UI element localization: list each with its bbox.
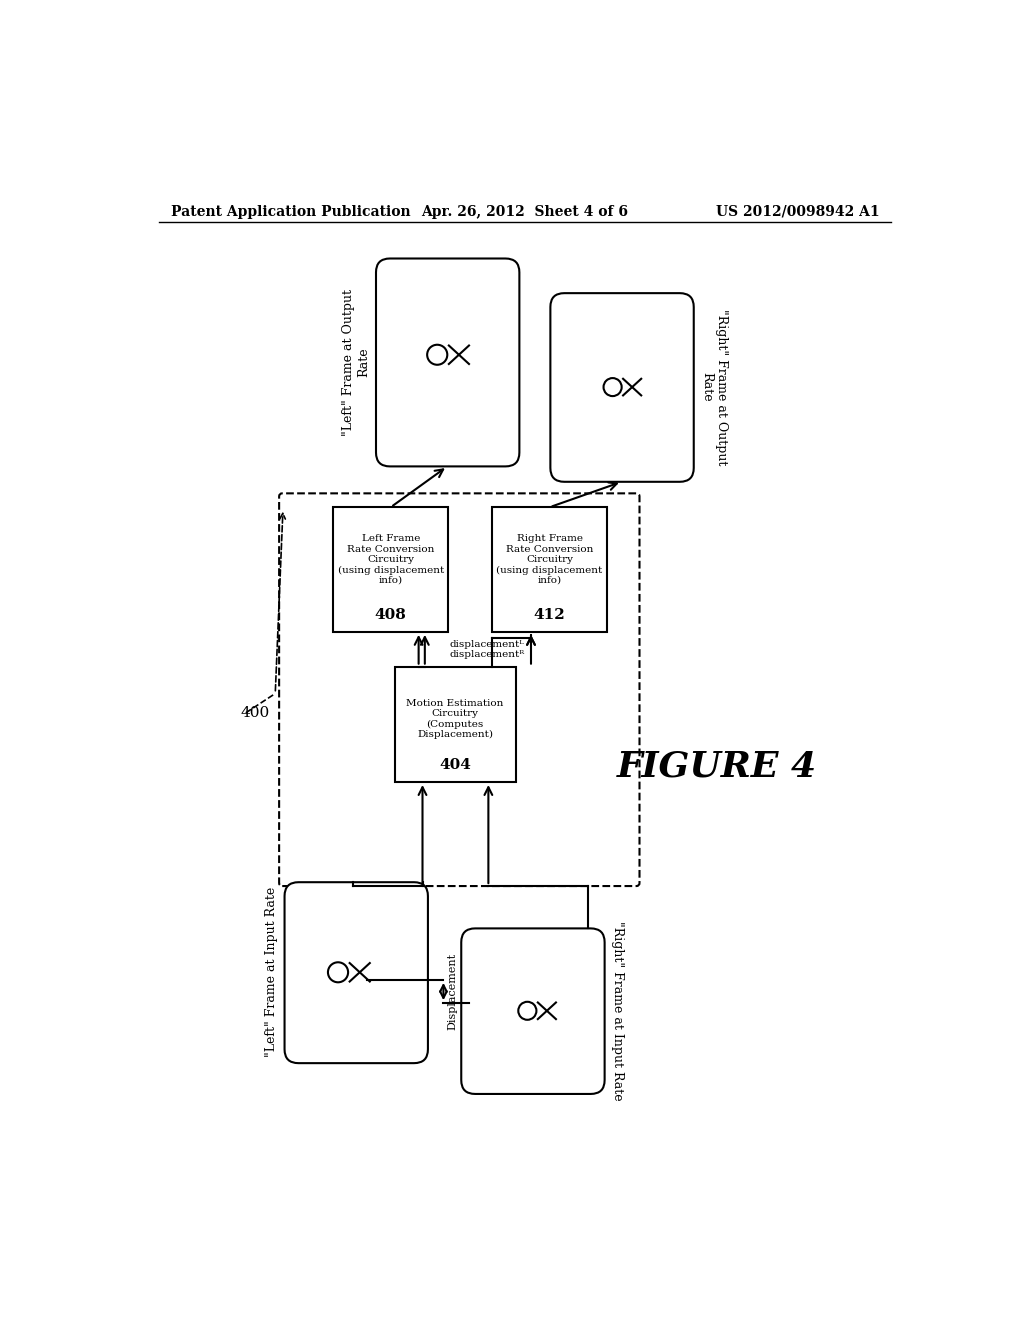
Bar: [493, 507, 607, 632]
Text: Patent Application Publication: Patent Application Publication: [171, 205, 411, 219]
Text: "Right" Frame at Input Rate: "Right" Frame at Input Rate: [611, 921, 624, 1101]
Text: 400: 400: [241, 706, 269, 719]
Text: "Right" Frame at Output
Rate: "Right" Frame at Output Rate: [700, 309, 728, 465]
Text: 404: 404: [439, 758, 471, 772]
FancyBboxPatch shape: [461, 928, 604, 1094]
Bar: [334, 507, 449, 632]
FancyBboxPatch shape: [280, 494, 640, 886]
Text: 412: 412: [534, 609, 565, 622]
FancyBboxPatch shape: [550, 293, 693, 482]
Text: Motion Estimation
Circuitry
(Computes
Displacement): Motion Estimation Circuitry (Computes Di…: [407, 698, 504, 739]
Text: displacementᴸ
displacementᴿ: displacementᴸ displacementᴿ: [450, 640, 525, 659]
Text: Right Frame
Rate Conversion
Circuitry
(using displacement
info): Right Frame Rate Conversion Circuitry (u…: [497, 535, 603, 585]
Text: US 2012/0098942 A1: US 2012/0098942 A1: [716, 205, 880, 219]
Text: 408: 408: [375, 609, 407, 622]
FancyBboxPatch shape: [376, 259, 519, 466]
Text: Left Frame
Rate Conversion
Circuitry
(using displacement
info): Left Frame Rate Conversion Circuitry (us…: [338, 535, 443, 585]
Text: "Left" Frame at Output
Rate: "Left" Frame at Output Rate: [342, 289, 370, 436]
Text: "Left" Frame at Input Rate: "Left" Frame at Input Rate: [265, 887, 279, 1057]
Text: Apr. 26, 2012  Sheet 4 of 6: Apr. 26, 2012 Sheet 4 of 6: [421, 205, 629, 219]
Text: FIGURE 4: FIGURE 4: [616, 750, 817, 784]
Bar: [395, 667, 515, 781]
FancyBboxPatch shape: [285, 882, 428, 1063]
Text: Displacement: Displacement: [447, 953, 458, 1030]
